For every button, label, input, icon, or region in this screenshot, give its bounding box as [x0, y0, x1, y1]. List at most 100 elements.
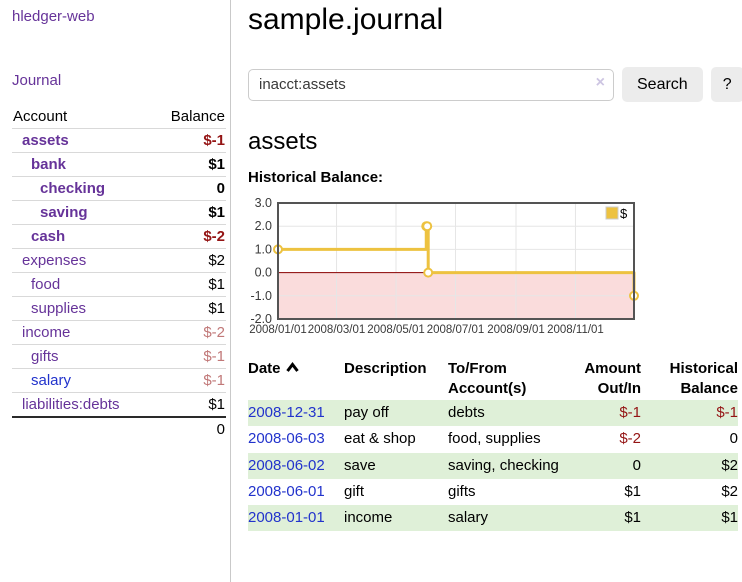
app-title-link[interactable]: hledger-web — [12, 8, 95, 25]
account-row: supplies $1 — [12, 296, 226, 321]
transaction-description: save — [344, 456, 376, 474]
account-row: salary $-1 — [12, 368, 226, 393]
transaction-date-link[interactable]: 2008-12-31 — [248, 404, 325, 421]
register-row: 2008-06-03 eat & shop food, supplies $-2 0 — [248, 426, 738, 452]
account-row: bank $1 — [12, 152, 226, 177]
transaction-balance: $-1 — [716, 404, 738, 421]
register-table: Date Description To/From Account(s) Amou… — [248, 357, 738, 532]
account-balance: $-2 — [152, 224, 226, 249]
svg-text:2008/09/01: 2008/09/01 — [487, 324, 545, 336]
svg-text:2008/01/01: 2008/01/01 — [249, 324, 307, 336]
account-balance: $-1 — [152, 368, 226, 393]
account-row: income $-2 — [12, 320, 226, 345]
transaction-date-link[interactable]: 2008-06-01 — [248, 482, 325, 500]
account-link-food[interactable]: food — [31, 276, 61, 293]
search-input[interactable] — [248, 68, 614, 101]
svg-text:-2.0: -2.0 — [250, 312, 272, 326]
account-balance: $1 — [152, 272, 226, 297]
transaction-amount: $1 — [624, 509, 641, 526]
date-column-header: Date — [248, 357, 344, 400]
transaction-accounts: saving, checking — [448, 456, 559, 474]
svg-text:0.0: 0.0 — [255, 266, 272, 280]
grand-total-row: 0 — [12, 416, 226, 441]
account-link-bank[interactable]: bank — [31, 156, 67, 173]
transaction-amount: $-1 — [619, 404, 641, 421]
account-row: food $1 — [12, 272, 226, 297]
svg-text:2008/07/01: 2008/07/01 — [427, 324, 485, 336]
transaction-amount: 0 — [632, 456, 641, 474]
transaction-accounts: salary — [448, 509, 489, 526]
svg-text:$: $ — [620, 206, 628, 221]
historical-balance-chart: $3.0 2.0 1.0 0.0 -1.0 -2.0 2008/01/01 2008/03/0… — [248, 196, 640, 339]
balance-column-header: Balance — [152, 105, 226, 129]
svg-text:-1.0: -1.0 — [250, 289, 272, 303]
account-link-gifts[interactable]: gifts — [31, 348, 59, 365]
register-row: 2008-12-31 pay off debts $-1 $-1 — [248, 400, 738, 427]
account-row: expenses $2 — [12, 248, 226, 273]
amount-column-header: Amount Out/In — [584, 360, 641, 397]
transaction-accounts: food, supplies — [448, 430, 541, 448]
account-balance: 0 — [152, 176, 226, 201]
account-row: checking 0 — [12, 176, 226, 201]
page-title: sample.journal — [248, 3, 444, 36]
chart-title: Historical Balance: — [248, 169, 384, 186]
account-link-cash[interactable]: cash — [31, 228, 66, 245]
transaction-balance: 0 — [729, 430, 738, 448]
account-link-assets[interactable]: assets — [22, 132, 69, 149]
account-row: cash $-2 — [12, 224, 226, 249]
svg-text:2008/03/01: 2008/03/01 — [308, 324, 366, 336]
svg-text:2008/05/01: 2008/05/01 — [367, 324, 425, 336]
account-row: gifts $-1 — [12, 344, 226, 369]
transaction-amount: $-2 — [619, 430, 641, 448]
account-balance: $1 — [152, 392, 226, 418]
account-balance: $1 — [152, 152, 226, 177]
account-link-checking[interactable]: checking — [40, 180, 106, 197]
transaction-date-link[interactable]: 2008-01-01 — [248, 509, 325, 526]
main-content: sample.journal × Search ? assets Histori… — [231, 0, 742, 582]
account-row: liabilities:debts $1 — [12, 392, 226, 418]
balance-column-header: Historical Balance — [669, 360, 738, 397]
account-balance-table: Account Balance assets $-1 bank $1 checking 0… — [12, 105, 226, 441]
register-header-row: Date Description To/From Account(s) Amou… — [248, 357, 738, 400]
account-balance: $1 — [152, 296, 226, 321]
grand-total-spacer — [12, 416, 153, 441]
transaction-description: income — [344, 509, 393, 526]
account-row: saving $1 — [12, 200, 226, 225]
transaction-balance: $1 — [721, 509, 738, 526]
transaction-date-link[interactable]: 2008-06-02 — [248, 456, 325, 474]
search-input-wrap: × — [248, 68, 614, 101]
transaction-balance: $2 — [721, 456, 738, 474]
svg-text:1.0: 1.0 — [255, 242, 272, 256]
search-button[interactable]: Search — [622, 67, 703, 102]
svg-text:2008/11/01: 2008/11/01 — [547, 324, 604, 336]
account-balance: $-1 — [152, 128, 226, 153]
description-column-header: Description — [344, 360, 427, 377]
register-row: 2008-06-01 gift gifts $1 $2 — [248, 479, 738, 505]
clear-search-icon[interactable]: × — [595, 73, 605, 91]
transaction-description: gift — [344, 482, 365, 500]
register-row: 2008-01-01 income salary $1 $1 — [248, 505, 738, 532]
transaction-description: eat & shop — [344, 430, 416, 448]
account-link-saving[interactable]: saving — [40, 204, 88, 221]
account-link-expenses[interactable]: expenses — [22, 252, 87, 269]
account-heading: assets — [248, 128, 318, 155]
account-balance: $1 — [152, 200, 226, 225]
transaction-date-link[interactable]: 2008-06-03 — [248, 430, 325, 448]
account-table-header-row: Account Balance — [12, 105, 226, 129]
account-balance: $-2 — [152, 320, 226, 345]
account-balance: $-1 — [152, 344, 226, 369]
account-link-liabilities-debts[interactable]: liabilities:debts — [22, 396, 120, 413]
account-link-income[interactable]: income — [22, 324, 71, 341]
account-balance: $2 — [152, 248, 226, 273]
svg-text:2.0: 2.0 — [255, 219, 272, 233]
transaction-amount: $1 — [624, 482, 641, 500]
sidebar: hledger-web Journal Account Balance asse… — [0, 0, 231, 582]
account-link-supplies[interactable]: supplies — [31, 300, 87, 317]
sort-ascending-icon — [285, 359, 300, 379]
sidebar-item-journal[interactable]: Journal — [12, 72, 62, 89]
register-row: 2008-06-02 save saving, checking 0 $2 — [248, 452, 738, 479]
help-button[interactable]: ? — [710, 67, 742, 102]
transaction-balance: $2 — [721, 482, 738, 500]
account-link-salary[interactable]: salary — [31, 372, 72, 389]
